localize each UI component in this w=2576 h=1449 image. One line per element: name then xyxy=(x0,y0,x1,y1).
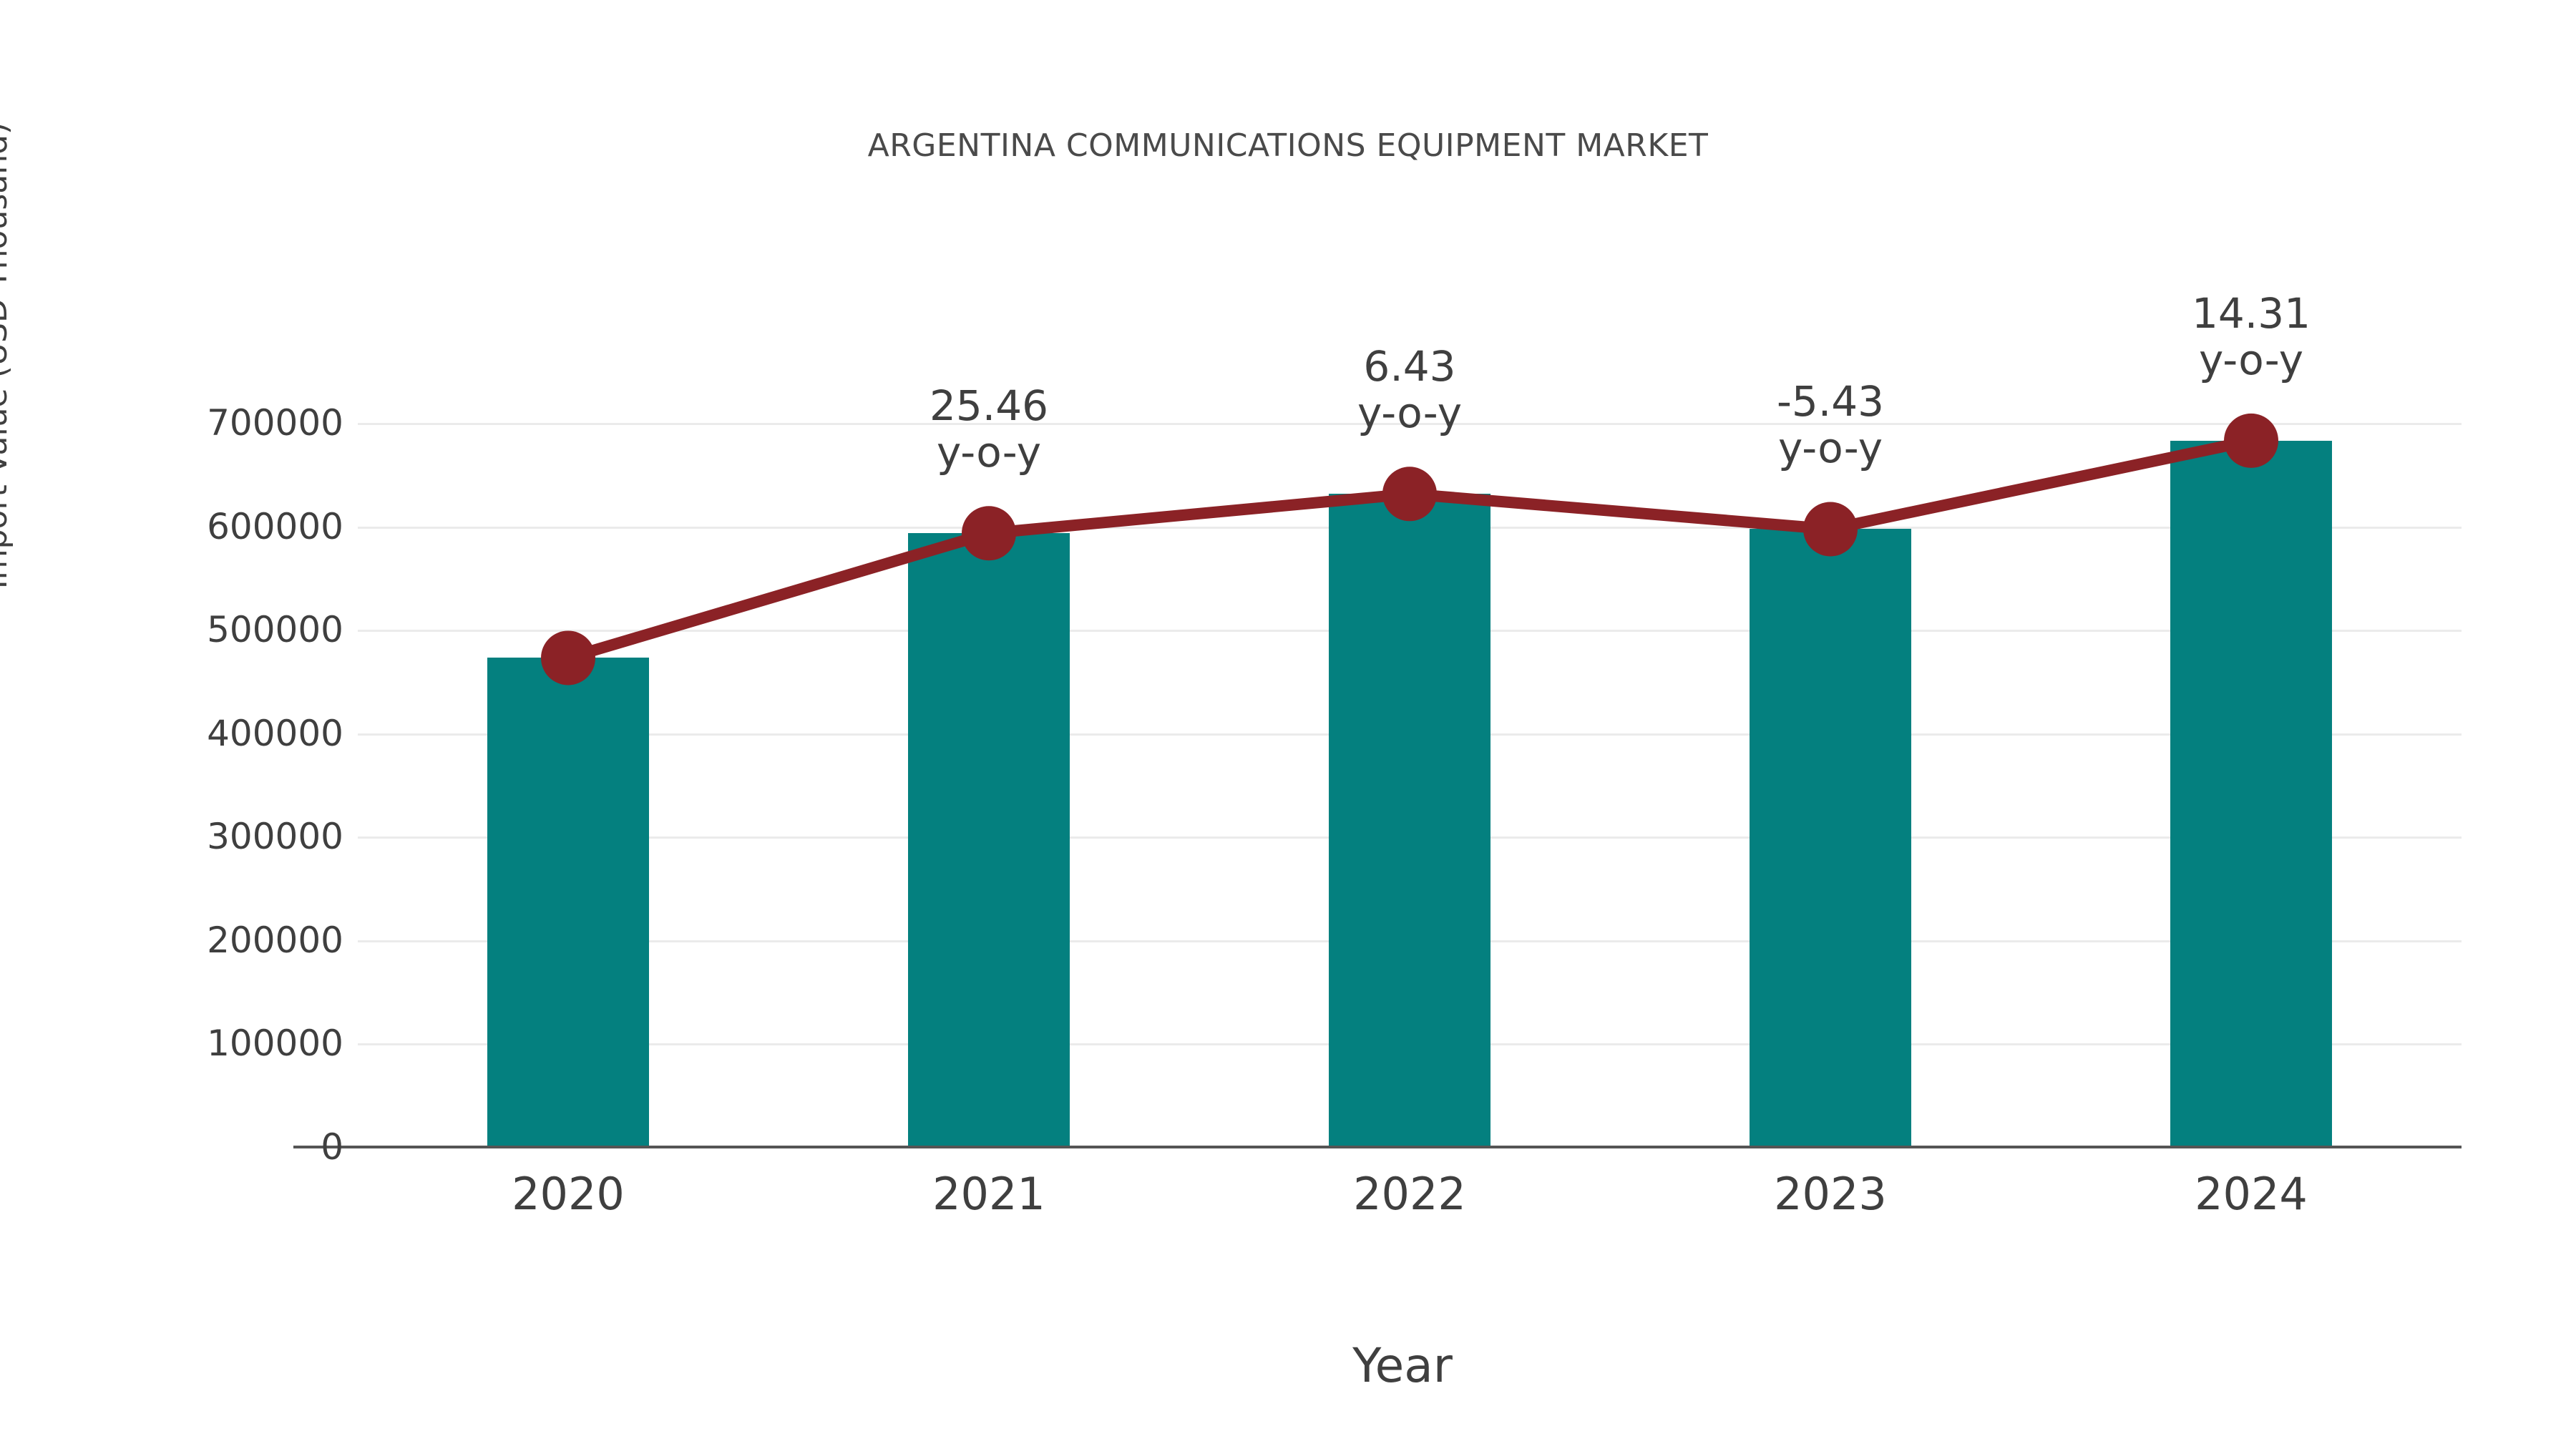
plot-area xyxy=(293,401,2462,1148)
y-tick-label: 600000 xyxy=(207,505,343,547)
annotation-unit: y-o-y xyxy=(2198,335,2304,384)
y-tick-label: 200000 xyxy=(207,919,343,961)
y-tick-label: 400000 xyxy=(207,712,343,754)
chart-title: ARGENTINA COMMUNICATIONS EQUIPMENT MARKE… xyxy=(867,127,1709,164)
x-tick-label: 2023 xyxy=(1774,1168,1887,1220)
bar-annotation: 25.46 y-o-y xyxy=(824,383,1153,476)
y-tick-label: 700000 xyxy=(207,402,343,444)
annotation-value: 25.46 xyxy=(929,381,1049,431)
annotation-value: -5.43 xyxy=(1776,377,1885,426)
annotation-unit: y-o-y xyxy=(1357,389,1463,438)
annotation-unit: y-o-y xyxy=(1777,424,1883,473)
bar[interactable] xyxy=(2170,440,2332,1148)
x-tick-label: 2020 xyxy=(512,1168,625,1220)
bar[interactable] xyxy=(908,533,1070,1148)
bar[interactable] xyxy=(487,658,649,1148)
x-tick-label: 2022 xyxy=(1353,1168,1466,1220)
x-axis-line xyxy=(293,1146,2462,1148)
annotation-unit: y-o-y xyxy=(936,428,1042,477)
y-tick-label: 100000 xyxy=(207,1023,343,1065)
bar-annotation: -5.43 y-o-y xyxy=(1666,379,1995,472)
y-tick-label: 500000 xyxy=(207,609,343,651)
annotation-value: 14.31 xyxy=(2191,288,2311,338)
y-tick-label: 300000 xyxy=(207,816,343,858)
annotation-value: 6.43 xyxy=(1363,342,1456,391)
bar-annotation: 6.43 y-o-y xyxy=(1245,343,1574,436)
x-tick-label: 2024 xyxy=(2195,1168,2308,1220)
x-tick-label: 2021 xyxy=(932,1168,1045,1220)
y-tick-label: 0 xyxy=(321,1126,343,1168)
y-axis-title: Import Value (USD Thousand) xyxy=(0,122,14,590)
gridline xyxy=(358,423,2462,425)
bar-annotation: 14.31 y-o-y xyxy=(2087,288,2416,384)
x-axis-title: Year xyxy=(0,1338,2576,1393)
bar[interactable] xyxy=(1329,494,1491,1148)
bar[interactable] xyxy=(1750,529,1911,1148)
x-axis-title-text: Year xyxy=(1352,1338,1453,1393)
